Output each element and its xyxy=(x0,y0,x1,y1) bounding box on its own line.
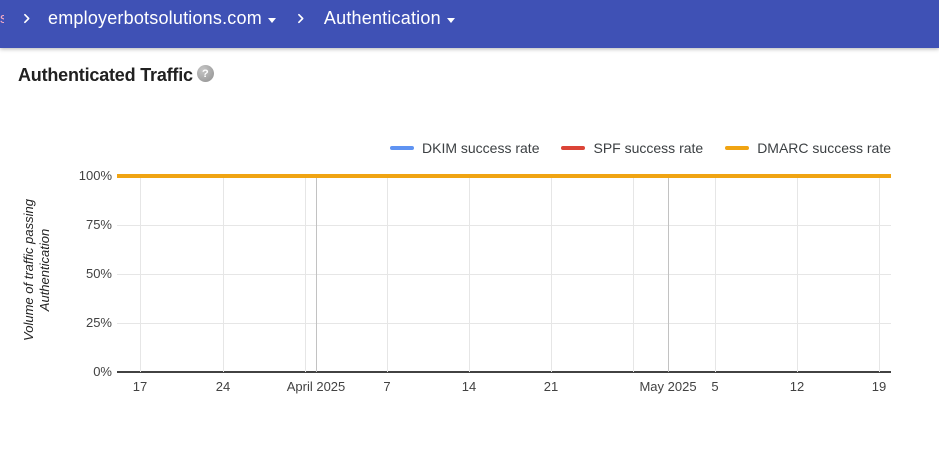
x-tick-label: 14 xyxy=(461,379,477,394)
page-title: Authenticated Traffic xyxy=(18,65,193,85)
week-gridline xyxy=(469,176,470,372)
month-boundary-gridline xyxy=(316,176,317,372)
h-gridline xyxy=(117,274,891,275)
breadcrumb-domain-dropdown[interactable]: employerbotsolutions.com xyxy=(48,8,276,29)
dmarc-line xyxy=(117,174,891,178)
breadcrumb: employerbotsolutions.com Authentication xyxy=(0,0,939,30)
breadcrumb-section-label: Authentication xyxy=(323,8,441,28)
chart-legend: DKIM success rate SPF success rate DMARC s… xyxy=(390,140,891,156)
x-tick-label: 5 xyxy=(711,379,719,394)
y-axis-title: Volume of traffic passing Authentication xyxy=(21,185,53,355)
chevron-right-icon xyxy=(20,12,33,25)
week-gridline xyxy=(140,176,141,372)
x-axis-baseline xyxy=(117,371,891,373)
legend-swatch-icon xyxy=(725,146,750,150)
page-title-row: Authenticated Traffic ? xyxy=(18,64,214,86)
clipped-ui-fragment: s xyxy=(0,11,4,27)
chevron-right-icon xyxy=(294,12,307,25)
y-tick-label: 50% xyxy=(85,266,112,281)
breadcrumb-section-dropdown[interactable]: Authentication xyxy=(324,8,455,29)
breadcrumb-domain-label: employerbotsolutions.com xyxy=(48,8,262,28)
y-axis-title-line2: Authentication xyxy=(37,228,52,312)
week-gridline xyxy=(879,176,880,372)
legend-swatch-icon xyxy=(390,146,414,150)
legend-label: DKIM success rate xyxy=(422,140,540,156)
week-gridline xyxy=(305,176,306,372)
week-gridline xyxy=(797,176,798,372)
x-tick-label: 17 xyxy=(132,379,148,394)
x-month-label: April 2025 xyxy=(286,379,346,394)
legend-swatch-icon xyxy=(561,146,586,150)
h-gridline xyxy=(117,225,891,226)
help-icon[interactable]: ? xyxy=(196,65,214,82)
y-tick-label: 25% xyxy=(85,315,112,330)
y-axis-title-line1: Volume of traffic passing xyxy=(21,199,36,341)
week-gridline xyxy=(223,176,224,372)
x-tick-label: 24 xyxy=(215,379,231,394)
legend-item: DMARC success rate xyxy=(725,140,891,156)
week-gridline xyxy=(387,176,388,372)
x-tick-label: 12 xyxy=(789,379,805,394)
legend-label: SPF success rate xyxy=(593,140,704,156)
top-app-bar: s employerbotsolutions.com Authenticatio… xyxy=(0,0,939,48)
y-tick-label: 75% xyxy=(85,217,112,232)
dropdown-caret-icon xyxy=(446,17,455,23)
dropdown-caret-icon xyxy=(267,17,276,23)
legend-item: DKIM success rate xyxy=(390,140,539,156)
week-gridline xyxy=(551,176,552,372)
week-gridline xyxy=(633,176,634,372)
x-month-label: May 2025 xyxy=(639,379,697,394)
x-tick-label: 21 xyxy=(543,379,559,394)
h-gridline xyxy=(117,323,891,324)
month-boundary-gridline xyxy=(668,176,669,372)
week-gridline xyxy=(715,176,716,372)
y-tick-label: 100% xyxy=(78,168,112,183)
legend-label: DMARC success rate xyxy=(757,140,891,156)
x-tick-label: 7 xyxy=(383,379,391,394)
legend-item: SPF success rate xyxy=(561,140,703,156)
x-tick-label: 19 xyxy=(871,379,887,394)
y-tick-label: 0% xyxy=(93,364,112,379)
